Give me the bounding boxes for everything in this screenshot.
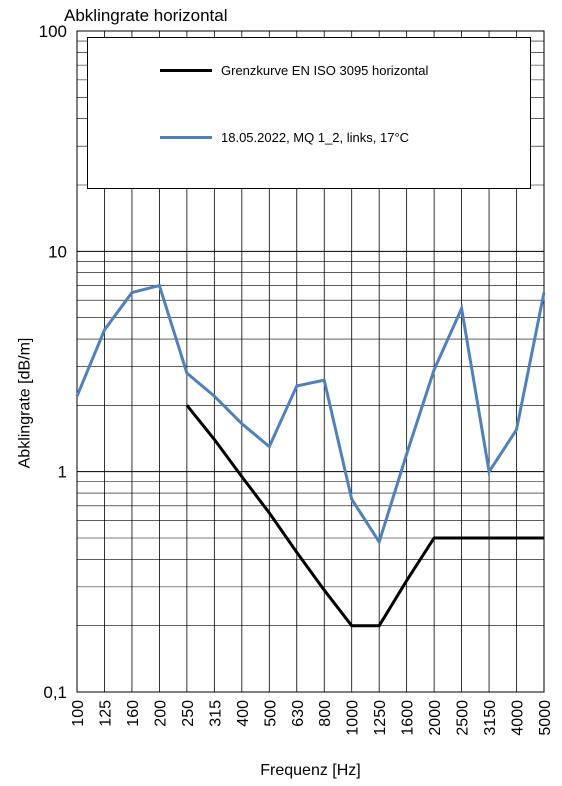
x-tick-label: 1600 (400, 700, 417, 736)
x-axis-label: Frequenz [Hz] (260, 762, 361, 779)
series-line-1 (75, 283, 546, 546)
x-tick-label: 125 (97, 700, 114, 727)
x-tick-label: 160 (125, 700, 142, 727)
series-line-0 (185, 404, 544, 628)
legend-label-limit-curve: Grenzkurve EN ISO 3095 horizontal (221, 63, 429, 78)
y-tick-label: 100 (39, 22, 67, 41)
legend-swatch-measurement (160, 136, 212, 139)
x-tick-label: 1000 (345, 700, 362, 736)
legend-label-measurement: 18.05.2022, MQ 1_2, links, 17°C (221, 130, 410, 145)
legend-item-measurement: 18.05.2022, MQ 1_2, links, 17°C (160, 130, 409, 145)
legend: Grenzkurve EN ISO 3095 horizontal 18.05.… (87, 37, 531, 189)
tick-labels: 0,1 1 10 100 100 125 160 200 250 315 400 500 630 800 1… (39, 22, 554, 736)
x-tick-label: 250 (180, 700, 197, 727)
x-tick-label: 1250 (372, 700, 389, 736)
x-tick-label: 100 (70, 700, 87, 727)
y-tick-label: 1 (58, 463, 67, 482)
x-tick-label: 5000 (537, 700, 554, 736)
x-tick-label: 630 (290, 700, 307, 727)
x-tick-label: 3150 (482, 700, 499, 736)
y-axis-label: Abklingrate [dB/m] (16, 337, 34, 469)
x-tick-label: 500 (262, 700, 279, 727)
legend-item-limit-curve: Grenzkurve EN ISO 3095 horizontal (160, 63, 428, 78)
x-tick-label: 315 (207, 700, 224, 727)
legend-swatch-limit-curve (160, 69, 212, 72)
x-tick-label: 400 (235, 700, 252, 727)
x-tick-label: 4000 (510, 700, 527, 736)
x-tick-label: 200 (152, 700, 169, 727)
y-axis-label-wrap: Abklingrate [dB/m] (10, 253, 40, 553)
plot-frame (76, 30, 545, 693)
x-tick-label: 2500 (455, 700, 472, 736)
y-tick-label: 0,1 (43, 683, 67, 702)
y-tick-label: 10 (48, 242, 67, 261)
series-lines (75, 283, 546, 628)
x-tick-label: 2000 (427, 700, 444, 736)
chart-title: Abklingrate horizontal (64, 6, 228, 25)
x-tick-label: 800 (317, 700, 334, 727)
